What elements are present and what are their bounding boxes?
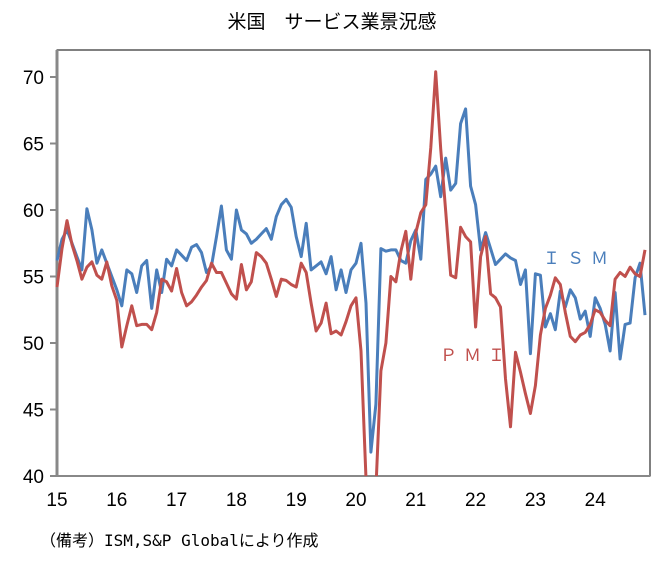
y-tick-label: 40: [23, 467, 44, 488]
x-tick-label: 19: [286, 490, 307, 511]
ism-series-line: [55, 107, 647, 454]
pmi-series-label: ＰＭＩ: [440, 346, 512, 365]
x-tick-label: 23: [525, 490, 546, 511]
x-tick-label: 22: [465, 490, 486, 511]
y-tick-label: 60: [23, 201, 44, 222]
x-tick-label: 18: [226, 490, 247, 511]
y-tick-label: 65: [23, 135, 44, 156]
y-tick-label: 45: [23, 401, 44, 422]
y-tick-label: 70: [23, 68, 44, 89]
ism-series-label: ＩＳＭ: [543, 249, 615, 268]
x-tick-label: 16: [106, 490, 127, 511]
x-tick-label: 17: [166, 490, 187, 511]
y-tick-label: 50: [23, 334, 44, 355]
x-tick-label: 20: [345, 490, 366, 511]
y-tick-label: 55: [23, 268, 44, 289]
source-note: （備考）ISM,S&P Globalにより作成: [40, 531, 319, 550]
pmi-series-line: [55, 70, 647, 476]
x-tick-label: 21: [405, 490, 426, 511]
x-tick-label: 24: [585, 490, 607, 511]
chart-title: 米国 サービス業景況感: [227, 11, 436, 33]
x-tick-label: 15: [46, 490, 67, 511]
